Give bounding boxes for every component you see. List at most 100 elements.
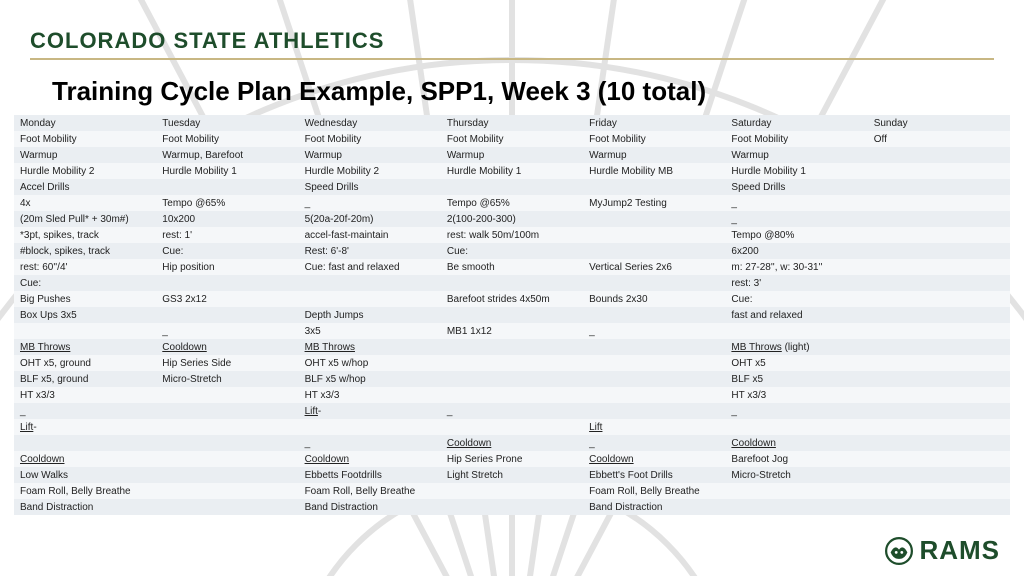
- schedule-cell: Hurdle Mobility 1: [156, 163, 298, 179]
- org-name: COLORADO STATE ATHLETICS: [30, 28, 994, 54]
- schedule-cell: [868, 419, 1010, 435]
- schedule-cell: MB Throws (light): [725, 339, 867, 355]
- schedule-cell: Hurdle Mobility MB: [583, 163, 725, 179]
- schedule-cell: HT x3/3: [725, 387, 867, 403]
- schedule-cell: Barefoot strides 4x50m: [441, 291, 583, 307]
- day-header: Wednesday: [299, 115, 441, 131]
- schedule-row: _3x5MB1 1x12_: [14, 323, 1010, 339]
- schedule-cell: [14, 323, 156, 339]
- schedule-cell: Tempo @80%: [725, 227, 867, 243]
- schedule-cell: Hurdle Mobility 1: [441, 163, 583, 179]
- schedule-row: *3pt, spikes, trackrest: 1'accel-fast-ma…: [14, 227, 1010, 243]
- schedule-cell: rest: 3': [725, 275, 867, 291]
- schedule-cell: [583, 339, 725, 355]
- schedule-row: MB ThrowsCooldownMB ThrowsMB Throws (lig…: [14, 339, 1010, 355]
- schedule-cell: #block, spikes, track: [14, 243, 156, 259]
- day-header: Tuesday: [156, 115, 298, 131]
- schedule-cell: _: [725, 195, 867, 211]
- schedule-cell: [868, 339, 1010, 355]
- schedule-cell: [868, 243, 1010, 259]
- schedule-cell: [156, 483, 298, 499]
- schedule-cell: Speed Drills: [299, 179, 441, 195]
- schedule-row: OHT x5, groundHip Series SideOHT x5 w/ho…: [14, 355, 1010, 371]
- schedule-cell: [583, 211, 725, 227]
- schedule-cell: Cue:: [14, 275, 156, 291]
- schedule-cell: Rest: 6'-8': [299, 243, 441, 259]
- schedule-cell: Hurdle Mobility 2: [14, 163, 156, 179]
- schedule-cell: Cooldown: [14, 451, 156, 467]
- schedule-cell: fast and relaxed: [725, 307, 867, 323]
- schedule-cell: [299, 275, 441, 291]
- schedule-cell: Warmup: [14, 147, 156, 163]
- schedule-cell: Band Distraction: [299, 499, 441, 515]
- schedule-cell: [583, 307, 725, 323]
- schedule-cell: Big Pushes: [14, 291, 156, 307]
- schedule-cell: [156, 419, 298, 435]
- schedule-cell: [156, 307, 298, 323]
- schedule-cell: [868, 163, 1010, 179]
- schedule-cell: Cooldown: [583, 451, 725, 467]
- schedule-cell: rest: 60''/4': [14, 259, 156, 275]
- schedule-cell: *3pt, spikes, track: [14, 227, 156, 243]
- schedule-cell: Foot Mobility: [441, 131, 583, 147]
- schedule-cell: Cooldown: [156, 339, 298, 355]
- schedule-cell: Depth Jumps: [299, 307, 441, 323]
- day-header: Saturday: [725, 115, 867, 131]
- schedule-cell: [441, 371, 583, 387]
- schedule-cell: 5(20a-20f-20m): [299, 211, 441, 227]
- schedule-cell: [156, 403, 298, 419]
- schedule-cell: [156, 499, 298, 515]
- schedule-cell: Cooldown: [299, 451, 441, 467]
- schedule-cell: _: [725, 211, 867, 227]
- schedule-row: Big PushesGS3 2x12 Barefoot strides 4x50m…: [14, 291, 1010, 307]
- schedule-cell: Foot Mobility: [583, 131, 725, 147]
- schedule-cell: [156, 179, 298, 195]
- schedule-cell: Bounds 2x30: [583, 291, 725, 307]
- schedule-cell: [868, 355, 1010, 371]
- schedule-cell: [868, 435, 1010, 451]
- schedule-cell: BLF x5, ground: [14, 371, 156, 387]
- schedule-cell: [868, 499, 1010, 515]
- schedule-cell: [441, 339, 583, 355]
- schedule-cell: Off: [868, 131, 1010, 147]
- schedule-cell: Foot Mobility: [156, 131, 298, 147]
- schedule-cell: [868, 403, 1010, 419]
- schedule-cell: accel-fast-maintain: [299, 227, 441, 243]
- schedule-cell: Speed Drills: [725, 179, 867, 195]
- schedule-cell: HT x3/3: [299, 387, 441, 403]
- schedule-header-row: MondayTuesdayWednesdayThursdayFridaySatu…: [14, 115, 1010, 131]
- schedule-cell: [583, 355, 725, 371]
- schedule-cell: Foot Mobility: [14, 131, 156, 147]
- day-header: Thursday: [441, 115, 583, 131]
- schedule-cell: (20m Sled Pull* + 30m#): [14, 211, 156, 227]
- schedule-cell: [583, 179, 725, 195]
- schedule-cell: rest: 1': [156, 227, 298, 243]
- schedule-cell: [725, 419, 867, 435]
- schedule-cell: 10x200: [156, 211, 298, 227]
- schedule-cell: Tempo @65%: [441, 195, 583, 211]
- schedule-row: (20m Sled Pull* + 30m#)10x2005(20a-20f-2…: [14, 211, 1010, 227]
- schedule-cell: _: [299, 435, 441, 451]
- schedule-cell: Foam Roll, Belly Breathe: [14, 483, 156, 499]
- schedule-cell: Hurdle Mobility 1: [725, 163, 867, 179]
- schedule-cell: [868, 467, 1010, 483]
- schedule-cell: Warmup: [583, 147, 725, 163]
- schedule-cell: [441, 179, 583, 195]
- schedule-cell: Micro-Stretch: [156, 371, 298, 387]
- schedule-cell: Warmup, Barefoot: [156, 147, 298, 163]
- schedule-cell: Ebbett's Foot Drills: [583, 467, 725, 483]
- day-header: Monday: [14, 115, 156, 131]
- schedule-cell: Low Walks: [14, 467, 156, 483]
- brand-text: RAMS: [919, 535, 1000, 566]
- schedule-cell: Light Stretch: [441, 467, 583, 483]
- schedule-cell: GS3 2x12: [156, 291, 298, 307]
- day-header: Sunday: [868, 115, 1010, 131]
- schedule-cell: Micro-Stretch: [725, 467, 867, 483]
- schedule-row: Box Ups 3x5Depth Jumpsfast and relaxed: [14, 307, 1010, 323]
- schedule-row: #block, spikes, trackCue:Rest: 6'-8'Cue:…: [14, 243, 1010, 259]
- schedule-cell: Tempo @65%: [156, 195, 298, 211]
- schedule-cell: [156, 435, 298, 451]
- schedule-cell: [868, 387, 1010, 403]
- schedule-cell: [156, 467, 298, 483]
- schedule-cell: [868, 147, 1010, 163]
